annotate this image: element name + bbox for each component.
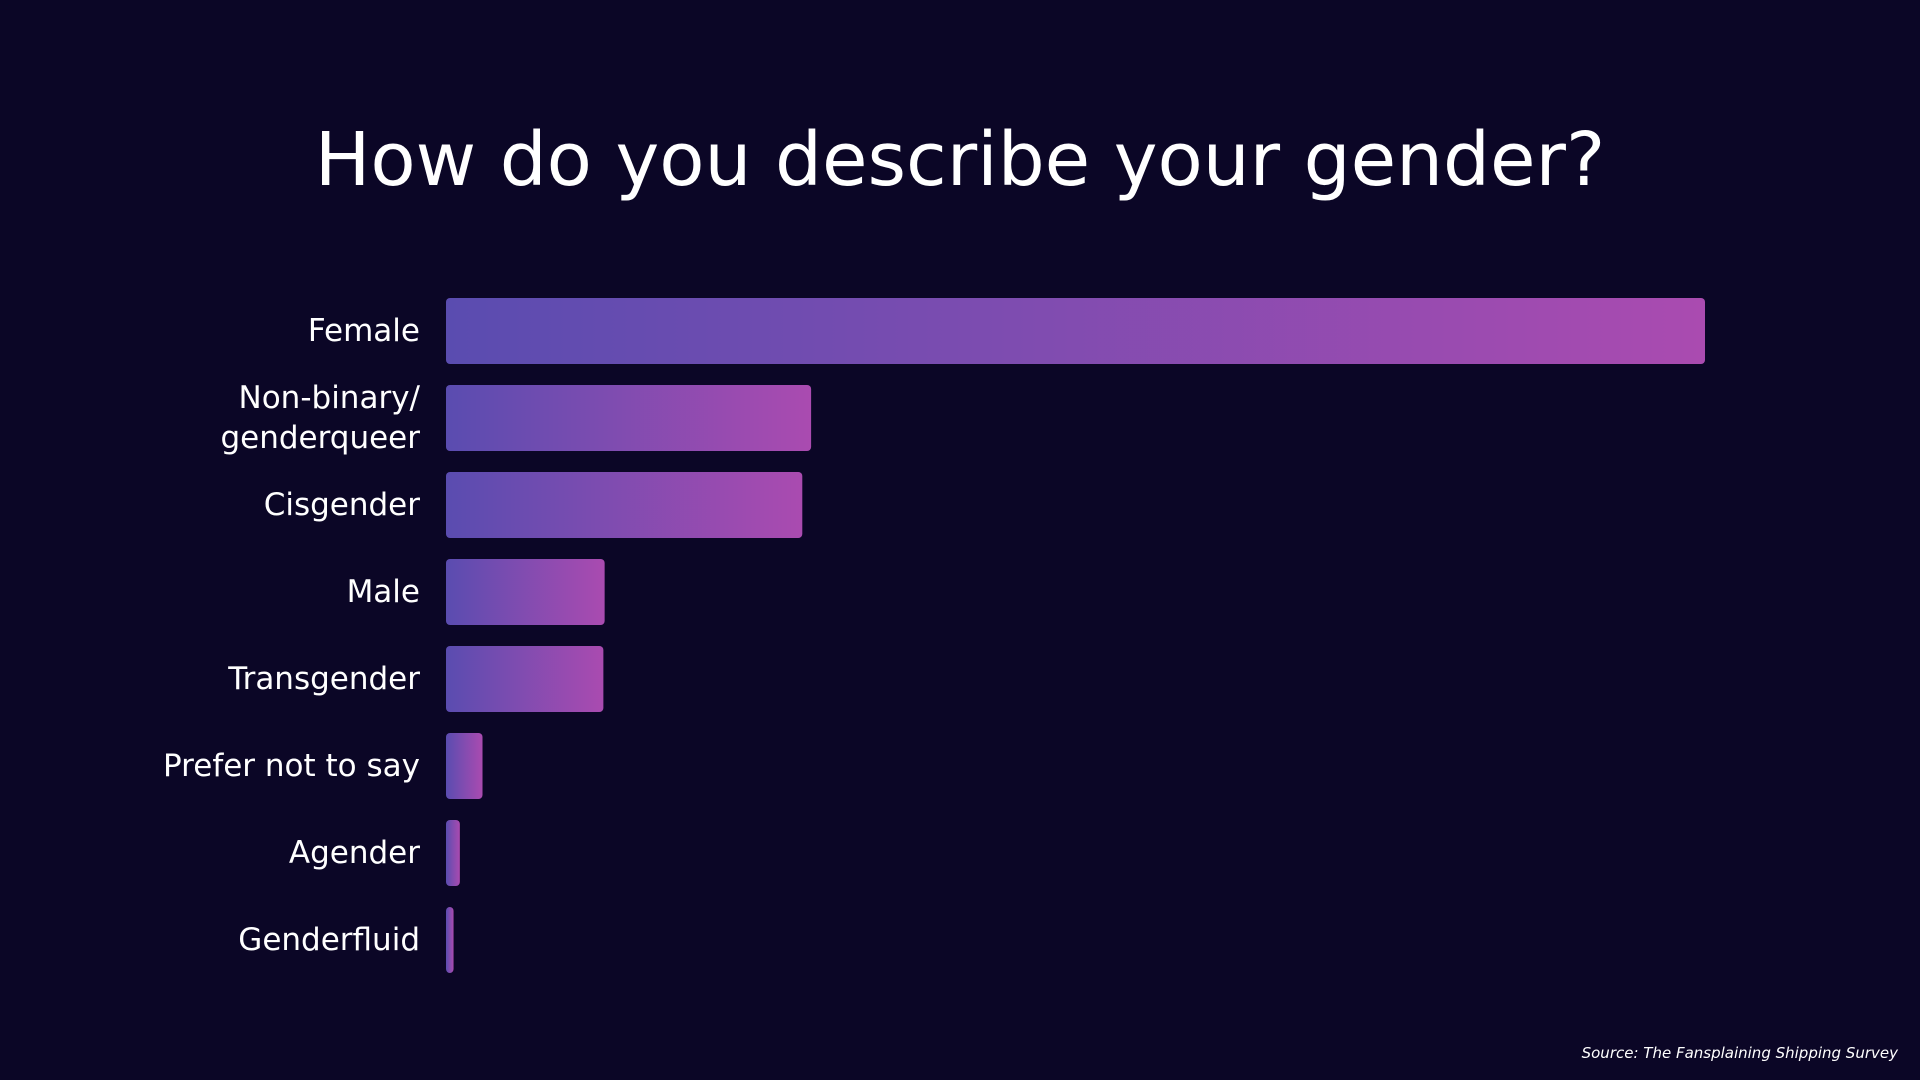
chart-title: How do you describe your gender?	[314, 117, 1606, 203]
category-label: Genderfluid	[238, 922, 420, 958]
bar	[446, 559, 605, 625]
category-label: Male	[346, 574, 420, 610]
category-label: Agender	[288, 835, 420, 871]
bar	[446, 298, 1705, 364]
source-note: Source: The Fansplaining Shipping Survey	[1581, 1044, 1898, 1062]
category-label: Transgender	[228, 661, 420, 697]
bar	[446, 472, 803, 538]
bar	[446, 646, 604, 712]
category-label: Cisgender	[263, 487, 420, 523]
bar	[446, 733, 483, 799]
bar	[446, 820, 460, 886]
category-label: Female	[307, 313, 420, 349]
category-label: Non-binary/ genderqueer	[220, 380, 420, 456]
bar	[446, 907, 454, 973]
category-label: Prefer not to say	[163, 748, 420, 784]
bar	[446, 385, 812, 451]
